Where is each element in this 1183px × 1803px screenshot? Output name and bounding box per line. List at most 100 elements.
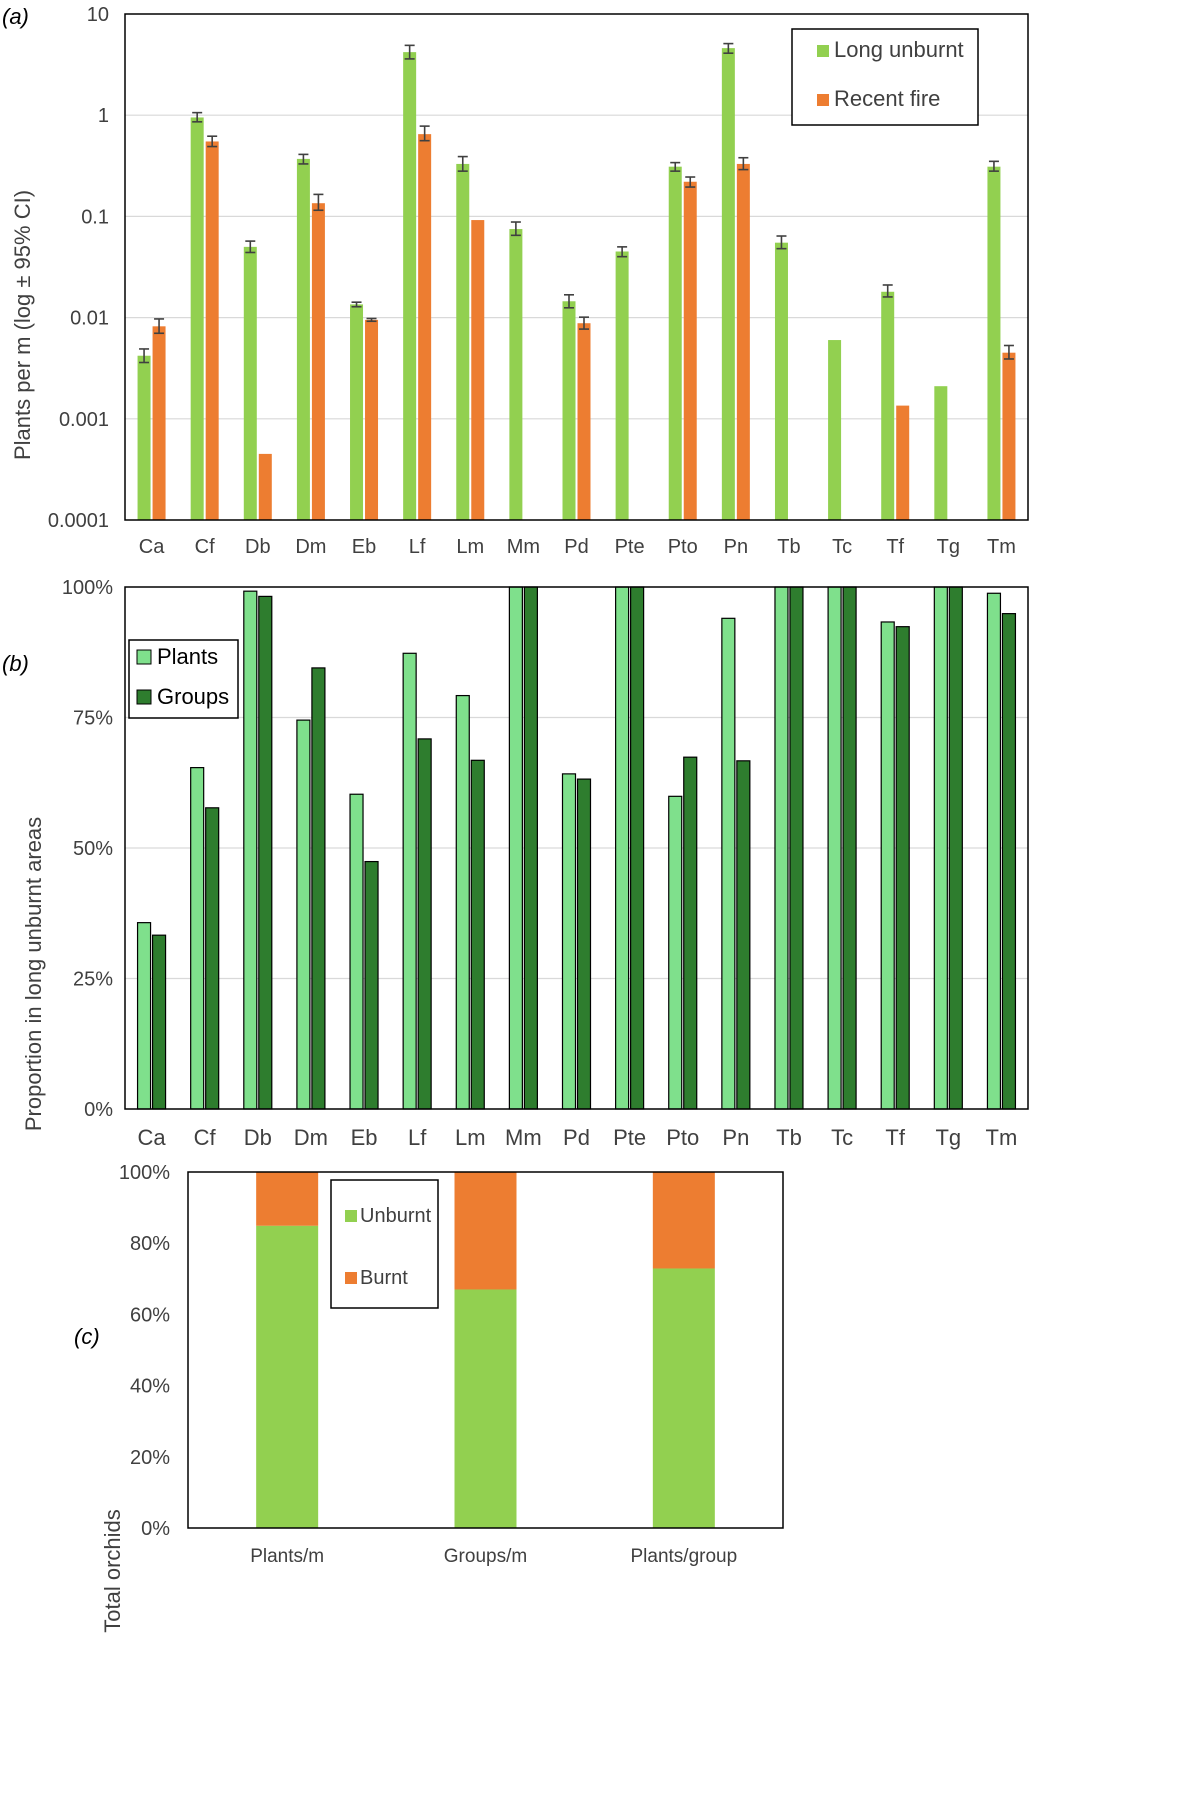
panel-b-x-tick-label: Lm [455, 1125, 486, 1150]
panel-b-y-tick-label: 75% [73, 708, 113, 730]
panel-c-legend-swatch-burnt [345, 1272, 357, 1284]
panel-a-legend-swatch-long-unburnt [817, 45, 829, 57]
panel-a-x-tick-labels: Ca Cf Db Dm Eb Lf Lm Mm Pd Pte Pto Pn Tb Tc Tf Tg Tm [139, 536, 1016, 558]
panel-a-bar-recent-fire [471, 220, 485, 520]
panel-b-bar-groups [736, 760, 751, 1110]
panel-b-bar-groups [523, 586, 538, 1110]
panel-a-bar-long-unburnt [828, 340, 842, 520]
panel-b-bar-groups [364, 860, 379, 1110]
panel-b-x-tick-label: Tg [935, 1125, 961, 1150]
panel-a-x-tick-label: Tm [987, 536, 1016, 558]
panel-c-y-tick-label: 80% [130, 1233, 170, 1255]
panel-b-y-tick-label: 25% [73, 969, 113, 991]
panel-b-x-tick-label: Pte [613, 1125, 646, 1150]
panel-c-y-axis-label: Total orchids [100, 1509, 125, 1633]
panel-a-bar-long-unburnt [987, 166, 1001, 520]
panel-b-legend-swatch-groups [136, 689, 152, 705]
panel-b-bar-groups [205, 807, 220, 1110]
panel-c-y-tick-label: 60% [130, 1304, 170, 1326]
panel-b-x-tick-label: Lf [408, 1125, 427, 1150]
panel-a-x-tick-label: Pd [564, 536, 588, 558]
panel-a-bar-long-unburnt [190, 117, 204, 520]
panel-b-plot-frame [124, 586, 1029, 1110]
panel-a-bar-recent-fire [736, 163, 750, 520]
panel-b-proportion-chart: (b) 0% 25% 50% 75% 100% Ca Cf Db Dm Eb Lf Lm Mm Pd Pt… [2, 577, 1029, 1150]
panel-a-bar-long-unburnt [509, 229, 523, 520]
panel-b-bar-groups [470, 759, 485, 1110]
panel-a-bar-recent-fire [311, 203, 325, 521]
panel-b-bar-groups [630, 586, 645, 1110]
panel-b-legend-label: Plants [157, 644, 218, 669]
panel-b-bar-plants [668, 795, 683, 1110]
panel-b-legend: Plants Groups [128, 639, 239, 719]
panel-c-y-tick-label: 40% [130, 1376, 170, 1398]
panel-c-bars [256, 1172, 715, 1528]
panel-b-bar-plants [243, 590, 258, 1110]
panel-b-bar-groups [683, 756, 698, 1110]
panel-c-x-tick-labels: Plants/m Groups/m Plants/group [250, 1546, 737, 1567]
panel-b-x-tick-label: Eb [351, 1125, 378, 1150]
panel-b-y-tick-labels: 0% 25% 50% 75% 100% [62, 577, 113, 1121]
panel-b-bar-plants [827, 586, 842, 1110]
panel-a-bar-long-unburnt [137, 355, 151, 520]
panel-a-bar-long-unburnt [881, 291, 895, 520]
panel-a-y-tick-labels: 0.0001 0.001 0.01 0.1 1 10 [48, 4, 109, 532]
panel-a-bar-recent-fire [577, 323, 591, 520]
panel-b-bar-plants [508, 586, 523, 1110]
panel-a-legend-label: Recent fire [834, 86, 940, 111]
panel-c-bar-segment-unburnt [652, 1268, 715, 1528]
panel-b-bar-plants [136, 922, 152, 1110]
panel-b-x-tick-label: Tb [776, 1125, 802, 1150]
panel-c-legend-label: Unburnt [360, 1205, 432, 1227]
panel-c-legend-label: Burnt [360, 1267, 408, 1289]
panel-b-x-tick-label: Ca [137, 1125, 166, 1150]
panel-a-bar-recent-fire [896, 405, 910, 520]
panel-b-bar-groups [417, 738, 432, 1110]
panel-a-bar-long-unburnt [668, 166, 682, 520]
panel-a-y-tick-label: 10 [87, 4, 109, 26]
panel-a-bar-long-unburnt [562, 301, 576, 520]
panel-a-bars [137, 48, 1016, 521]
panel-a-x-tick-label: Tg [937, 536, 960, 558]
panel-a-bar-recent-fire [418, 134, 432, 520]
panel-a-x-tick-label: Dm [295, 536, 326, 558]
panel-b-x-tick-label: Pn [722, 1125, 749, 1150]
panel-b-x-tick-label: Mm [505, 1125, 542, 1150]
panel-b-bar-groups [895, 626, 910, 1110]
panel-c-bar-segment-burnt [454, 1172, 517, 1290]
panel-b-x-tick-label: Tm [986, 1125, 1018, 1150]
panel-a-bar-recent-fire [1002, 352, 1016, 520]
panel-label-a: (a) [2, 4, 29, 29]
panel-b-bar-plants [880, 621, 895, 1110]
panel-b-bar-plants [933, 586, 948, 1110]
panel-a-x-tick-label: Mm [507, 536, 540, 558]
panel-a-y-tick-label: 0.0001 [48, 510, 109, 532]
panel-label-b: (b) [2, 651, 29, 676]
panel-c-y-tick-label: 20% [130, 1447, 170, 1469]
panel-a-bar-recent-fire [205, 141, 219, 521]
panel-a-y-axis-label: Plants per m (log ± 95% CI) [10, 190, 35, 460]
panel-b-y-tick-label: 50% [73, 838, 113, 860]
panel-c-legend-swatch-unburnt [345, 1210, 357, 1222]
panel-b-bar-plants [615, 586, 630, 1110]
panel-a-x-tick-label: Cf [195, 536, 215, 558]
panel-a-bar-recent-fire [683, 181, 697, 520]
panel-a-x-tick-label: Db [245, 536, 271, 558]
panel-b-y-tick-label: 0% [84, 1099, 113, 1121]
panel-b-bar-plants [986, 592, 1002, 1110]
panel-a-bar-long-unburnt [934, 386, 948, 520]
panel-c-legend-box [330, 1179, 439, 1309]
panel-b-bar-plants [349, 793, 364, 1110]
panel-b-bar-groups [258, 595, 273, 1110]
panel-b-bar-groups [842, 586, 857, 1110]
panel-b-x-tick-label: Db [244, 1125, 272, 1150]
panel-a-bar-long-unburnt [615, 251, 629, 521]
panel-a-bar-long-unburnt [403, 52, 417, 521]
panel-a-bar-recent-fire [152, 326, 166, 520]
panel-b-x-tick-labels: Ca Cf Db Dm Eb Lf Lm Mm Pd Pte Pto Pn Tb Tc Tf Tg Tm [137, 1125, 1017, 1150]
panel-b-bar-groups [576, 778, 592, 1110]
panel-b-bar-plants [455, 694, 470, 1110]
panel-c-bar-segment-burnt [256, 1172, 319, 1226]
panel-b-x-tick-label: Dm [294, 1125, 328, 1150]
panel-c-y-tick-label: 0% [141, 1518, 170, 1540]
